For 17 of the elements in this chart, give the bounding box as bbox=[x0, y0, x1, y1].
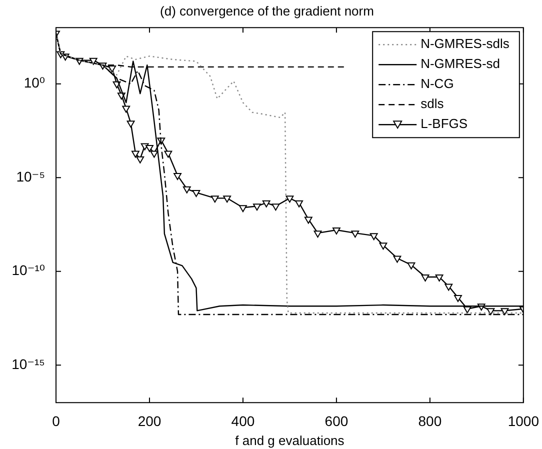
x-tick-label: 1000 bbox=[508, 412, 540, 429]
x-tick-label: 0 bbox=[52, 412, 60, 429]
x-axis-title: f and g evaluations bbox=[235, 432, 345, 448]
x-tick-label: 600 bbox=[324, 412, 348, 429]
y-tick-label: 10⁻⁵ bbox=[16, 168, 45, 184]
x-tick-label: 200 bbox=[138, 412, 162, 429]
legend-label: N-GMRES-sdls bbox=[420, 36, 510, 52]
legend-label: N-GMRES-sd bbox=[420, 56, 500, 72]
x-tick-label: 800 bbox=[418, 412, 442, 429]
legend-label: L-BFGS bbox=[420, 116, 468, 132]
y-tick-label: 10⁻¹⁰ bbox=[12, 262, 46, 278]
x-tick-label: 400 bbox=[231, 412, 255, 429]
chart-title: (d) convergence of the gradient norm bbox=[160, 3, 374, 18]
legend-label: sdls bbox=[420, 96, 444, 112]
y-tick-label: 10⁻¹⁵ bbox=[12, 356, 45, 372]
legend-label: N-CG bbox=[420, 76, 454, 92]
y-tick-label: 10⁰ bbox=[24, 74, 46, 91]
